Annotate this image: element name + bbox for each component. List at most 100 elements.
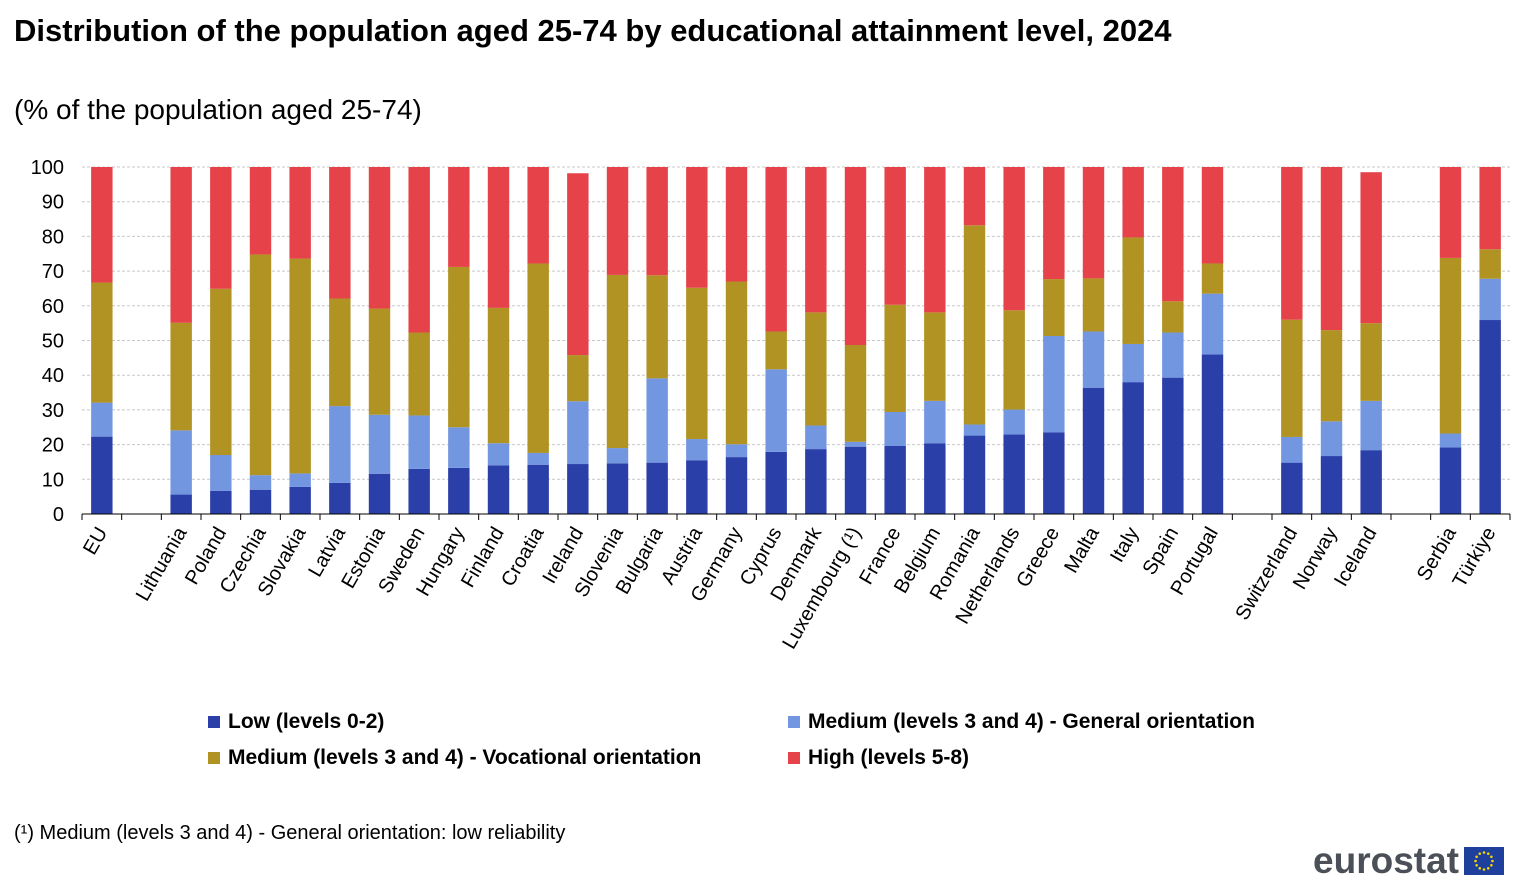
bar-segment — [1320, 330, 1343, 422]
bar-segment — [963, 167, 986, 226]
x-tick-label: Switzerland — [1231, 524, 1302, 625]
bar-segment — [884, 167, 906, 305]
bar-segment — [805, 449, 827, 514]
x-tick-label: Italy — [1106, 524, 1143, 567]
bar-segment — [646, 378, 668, 463]
y-tick-label: 20 — [42, 435, 64, 457]
bar-segment — [1003, 434, 1025, 514]
bar-segment — [924, 443, 946, 514]
bar-segment — [210, 167, 232, 289]
y-tick-label: 80 — [42, 226, 64, 248]
bar-segment — [1003, 310, 1025, 410]
bar-segment — [725, 444, 748, 458]
bar-segment — [686, 439, 708, 461]
bar-segment — [210, 490, 232, 514]
bar-segment — [884, 445, 906, 514]
bar-segment — [963, 435, 986, 514]
bar-segment — [1439, 447, 1462, 514]
logo-text: eurostat — [1313, 840, 1459, 881]
bar-segment — [1082, 387, 1105, 514]
bar-segment — [1082, 167, 1105, 279]
bar-segment — [1043, 335, 1065, 433]
bar-segment — [170, 494, 192, 514]
bar-segment — [329, 167, 351, 299]
bar-segment — [725, 167, 748, 282]
bar-segment — [963, 424, 986, 436]
y-tick-label: 40 — [42, 365, 64, 387]
bar-segment — [567, 355, 589, 402]
bar-segment — [805, 425, 827, 450]
bar-segment — [1281, 319, 1303, 437]
eu-flag-icon — [1464, 846, 1504, 875]
eurostat-logo: eurostat — [1313, 842, 1504, 879]
bar-segment — [408, 468, 430, 514]
bar-segment — [1281, 167, 1303, 320]
bar-segment — [527, 452, 549, 465]
bar-segment — [1360, 450, 1382, 514]
bar-segment — [249, 475, 272, 490]
bar-segment — [1320, 456, 1343, 514]
bar-segment — [1082, 331, 1105, 388]
y-tick-label: 0 — [53, 504, 64, 526]
bar-segment — [765, 331, 787, 370]
y-tick-label: 60 — [42, 296, 64, 318]
bar-segment — [567, 173, 589, 356]
y-tick-label: 100 — [31, 157, 64, 179]
bar-segment — [448, 167, 470, 267]
bar-segment — [884, 304, 906, 412]
bar-segment — [606, 448, 629, 464]
bar-segment — [567, 464, 589, 514]
bar-segment — [1479, 278, 1501, 321]
bar-segment — [1122, 343, 1144, 383]
bar-segment — [1082, 278, 1105, 332]
bar-segment — [963, 225, 986, 425]
bar-segment — [1360, 323, 1382, 401]
y-tick-label: 50 — [42, 331, 64, 353]
bar-segment — [1162, 167, 1184, 302]
bar-segment — [329, 298, 351, 407]
bar-segment — [686, 287, 708, 440]
bar-segment — [1439, 257, 1462, 434]
bar-segment — [1479, 167, 1501, 250]
bar-segment — [1320, 167, 1343, 331]
bar-segment — [1162, 332, 1184, 378]
bar-segment — [1043, 432, 1065, 514]
bar-segment — [1439, 167, 1462, 258]
bar-segment — [1162, 377, 1184, 514]
footnote: (¹) Medium (levels 3 and 4) - General or… — [14, 822, 566, 844]
bar-segment — [1122, 382, 1144, 514]
bar-segment — [606, 463, 629, 514]
bar-segment — [170, 430, 192, 495]
bar-segment — [884, 411, 906, 446]
y-tick-label: 30 — [42, 400, 64, 422]
bar-segment — [289, 167, 311, 259]
bar-segment — [1201, 167, 1224, 264]
bar-segment — [210, 455, 232, 491]
bar-segment — [1201, 354, 1224, 514]
bar-segment — [725, 457, 748, 514]
x-tick-label: Malta — [1060, 523, 1104, 577]
bar-segment — [329, 482, 351, 514]
bar-segment — [487, 167, 510, 308]
bar-segment — [844, 167, 867, 346]
bar-segment — [249, 254, 272, 476]
bar-segment — [1201, 263, 1224, 294]
bar-segment — [924, 400, 946, 444]
bar-segment — [289, 473, 311, 487]
bar-segment — [487, 307, 510, 444]
bar-segment — [924, 312, 946, 401]
bar-segment — [844, 446, 867, 514]
bar-segment — [765, 451, 787, 514]
bar-segment — [210, 288, 232, 456]
bar-segment — [91, 402, 113, 437]
bar-segment — [1003, 167, 1025, 311]
chart-subtitle: (% of the population aged 25-74) — [14, 94, 422, 125]
bar-segment — [1201, 293, 1224, 355]
bar-segment — [844, 441, 867, 447]
bar-segment — [567, 401, 589, 465]
bar-segment — [1479, 249, 1501, 279]
bar-segment — [686, 167, 708, 288]
bar-segment — [1122, 237, 1144, 344]
bar-segment — [1162, 301, 1184, 333]
